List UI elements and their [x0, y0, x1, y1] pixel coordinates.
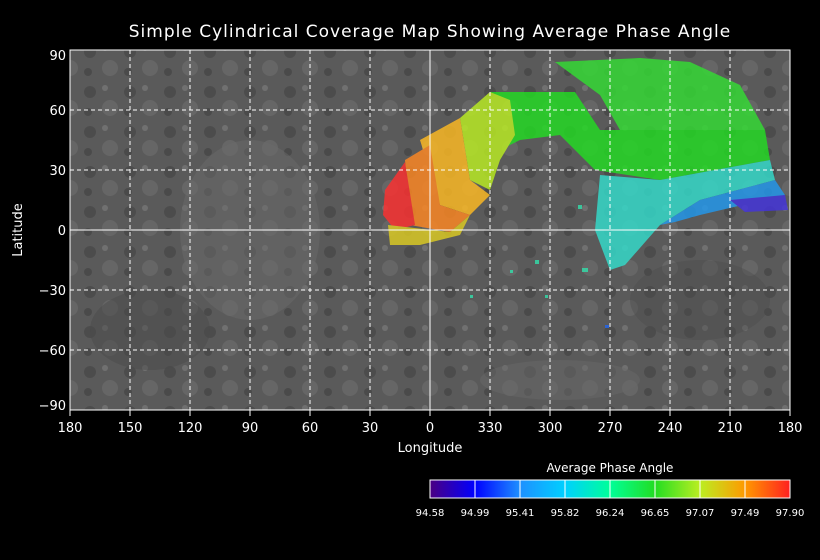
y-tick-label: −60: [39, 344, 66, 359]
colorbar: 94.58 94.99 95.41 95.82 96.24 96.65 97.07 97.49…: [416, 479, 805, 519]
coverage-overlay: [383, 58, 788, 328]
colorbar-tick-label: 94.58: [416, 508, 445, 519]
x-tick-label: 60: [302, 421, 319, 436]
colorbar-tick-label: 96.65: [641, 508, 670, 519]
y-tick-label: 90: [49, 49, 66, 64]
x-tick-label: 270: [598, 421, 623, 436]
colorbar-title: Average Phase Angle: [547, 461, 674, 475]
x-tick-label: 210: [718, 421, 743, 436]
x-tick-label: 180: [58, 421, 83, 436]
x-tick-label: 180: [778, 421, 803, 436]
graticule: [70, 50, 790, 410]
x-axis-label: Longitude: [398, 441, 463, 456]
colorbar-tick-label: 95.82: [551, 508, 580, 519]
colorbar-tick-label: 97.49: [731, 508, 760, 519]
x-tick-label: 30: [362, 421, 379, 436]
colorbar-tick-label: 97.07: [686, 508, 715, 519]
y-axis-label: Latitude: [11, 203, 26, 257]
colorbar-tick-label: 94.99: [461, 508, 490, 519]
y-tick-label: 30: [49, 164, 66, 179]
x-tick-label: 120: [178, 421, 203, 436]
colorbar-tick-label: 96.24: [596, 508, 625, 519]
y-tick-label: 0: [58, 224, 66, 239]
x-tick-label: 300: [538, 421, 563, 436]
x-tick-label: 240: [658, 421, 683, 436]
y-tick-label: 60: [49, 104, 66, 119]
map-title: Simple Cylindrical Coverage Map Showing …: [128, 22, 732, 42]
colorbar-tick-label: 95.41: [506, 508, 535, 519]
x-tick-label: 150: [118, 421, 143, 436]
x-tick-label: 330: [478, 421, 503, 436]
y-tick-label: −90: [39, 399, 66, 414]
x-tick-label: 90: [242, 421, 259, 436]
y-tick-label: −30: [39, 284, 66, 299]
x-tick-label: 0: [426, 421, 434, 436]
colorbar-tick-label: 97.90: [776, 508, 805, 519]
